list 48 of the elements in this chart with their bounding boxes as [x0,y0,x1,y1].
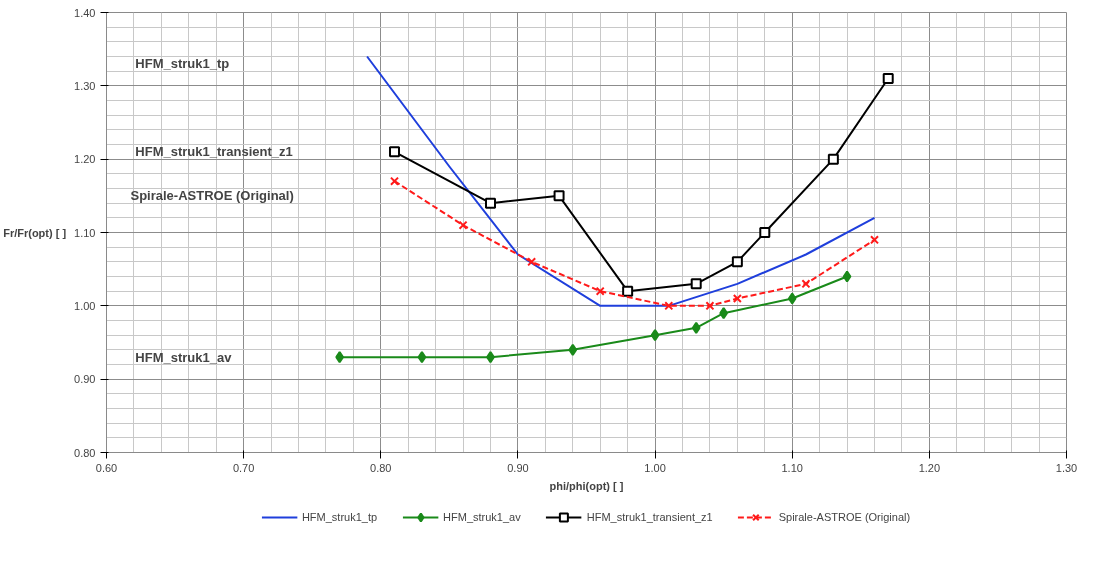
point [787,292,797,305]
point [622,285,634,297]
y-tick-label: 1.10 [74,226,96,239]
point [690,278,702,290]
legend-label: HFM_struk1_transient_z1 [586,510,713,523]
point [801,279,811,289]
x-tick-label: 1.10 [781,461,803,474]
y-tick-label: 1.40 [74,6,96,19]
point [568,343,578,356]
point [691,321,701,334]
point [553,190,565,202]
point [458,220,468,230]
point [595,286,605,296]
point [664,301,674,311]
point [389,146,400,158]
point [389,176,400,186]
x-tick-label: 0.70 [232,461,255,474]
y-axis-title: Fr/Fr(opt) [ ] [3,226,67,239]
point [417,351,427,364]
legend-label: HFM_struk1_av [443,510,521,523]
point [527,257,537,267]
x-tick-label: 1.20 [918,461,941,474]
point [731,256,743,268]
y-tick-label: 1.20 [74,153,96,166]
legend-label: HFM_struk1_tp [301,510,378,523]
x-tick-label: 1.00 [644,461,666,474]
point [705,301,715,311]
point [869,235,880,245]
x-tick-label: 1.30 [1055,461,1078,474]
annotation: HFM_struk1_tp [135,56,230,72]
x-tick-label: 0.90 [507,461,529,474]
y-tick-label: 1.00 [74,299,96,312]
point [485,197,496,209]
y-tick-label: 0.80 [74,446,96,459]
point [650,329,660,342]
point [732,293,742,304]
x-tick-label: 0.80 [370,461,392,474]
line-series [366,55,876,307]
y-tick-label: 0.90 [74,373,96,386]
point [842,270,852,283]
x-axis-title: phi/phi(opt) [ ] [549,479,624,492]
annotation: HFM_struk1_av [135,349,233,365]
x-tick-label: 0.60 [95,461,118,474]
y-tick-label: 1.30 [74,79,96,92]
point [882,73,894,84]
point [759,227,771,238]
legend-label: Spirale-ASTROE (Original) [778,510,911,523]
point [827,153,839,165]
